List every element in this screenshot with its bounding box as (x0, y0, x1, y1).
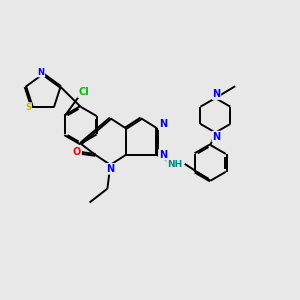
Text: NH: NH (167, 160, 182, 169)
Text: O: O (73, 147, 81, 157)
Text: N: N (159, 150, 167, 160)
Text: N: N (159, 119, 167, 129)
Text: N: N (106, 164, 114, 174)
Text: N: N (212, 89, 220, 99)
Text: N: N (212, 131, 220, 142)
Text: Cl: Cl (78, 87, 89, 97)
Text: S: S (25, 103, 31, 112)
Text: N: N (38, 68, 44, 76)
